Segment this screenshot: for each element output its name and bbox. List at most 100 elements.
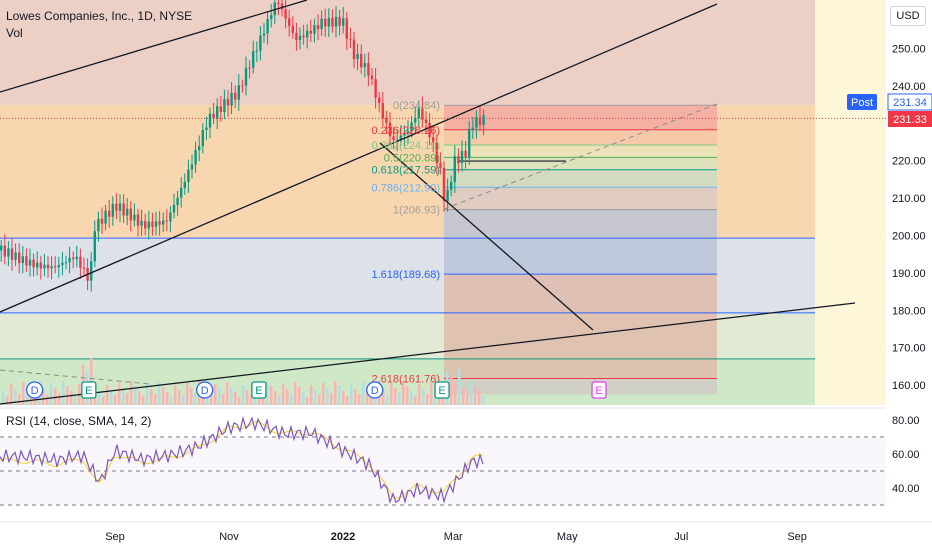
candle-body (482, 115, 485, 125)
candle-body (439, 163, 442, 168)
post-price-badge (887, 93, 932, 111)
candle-body (280, 3, 284, 10)
candle-body (147, 221, 150, 229)
candle-body (302, 35, 305, 38)
volume-label[interactable]: Vol (6, 26, 23, 40)
time-tick-label: Nov (219, 531, 239, 543)
candle-body (403, 133, 406, 136)
time-tick-label: Sep (787, 531, 807, 543)
candle-body (169, 212, 172, 222)
candle-body (342, 18, 345, 26)
candle-body (360, 53, 363, 68)
trend-lines[interactable] (0, 0, 856, 405)
volume-bar (142, 396, 145, 405)
candle-body (32, 259, 35, 268)
candle-body (424, 119, 428, 123)
rsi-tick-label: 60.00 (892, 449, 920, 461)
volume-bar (234, 392, 237, 405)
volume-bar (462, 388, 465, 405)
candle-body (457, 156, 460, 164)
currency-badge[interactable]: USD (890, 6, 926, 26)
candle-body (90, 261, 93, 281)
volume-bar (114, 395, 117, 405)
candle-body (198, 146, 201, 150)
fib-label-6: 1(206.93) (393, 205, 440, 217)
candle-body (471, 127, 474, 130)
volume-bar (310, 385, 313, 405)
time-tick-label: 2022 (331, 531, 355, 543)
candle-body (154, 221, 158, 227)
candle-body (126, 208, 129, 216)
volume-bar (54, 388, 57, 405)
price-tick-label: 160.00 (892, 380, 926, 392)
candle-body (172, 205, 176, 213)
candle-body (158, 221, 161, 225)
rsi-tick-label: 80.00 (892, 415, 920, 427)
volume-bar (358, 394, 361, 405)
volume-bar (278, 396, 281, 405)
candle-body (25, 256, 28, 266)
volume-bar (214, 384, 217, 405)
price-tick-label: 190.00 (892, 268, 926, 280)
candle-body (68, 257, 71, 263)
volume-bar (154, 394, 157, 405)
candle-body (345, 18, 348, 39)
trendline-long-support (0, 302, 856, 405)
earnings-icon-label: E (438, 385, 445, 397)
candle-body (136, 214, 140, 226)
candle-body (255, 50, 258, 52)
volume-bar (306, 397, 309, 405)
candle-body (36, 262, 39, 268)
time-axis[interactable]: Sep Nov 2022 Mar May Jul Sep (0, 521, 932, 550)
rsi-axis: 80.00 60.00 40.00 (886, 408, 932, 522)
volume-bar (70, 391, 73, 405)
volume-bar (290, 394, 293, 405)
candle-body (428, 122, 431, 138)
symbol-title[interactable]: Lowes Companies, Inc., 1D, NYSE (6, 9, 193, 23)
rsi-title[interactable]: RSI (14, close, SMA, 14, 2) (6, 414, 152, 428)
candle-body (118, 203, 122, 211)
volume-bar (334, 381, 337, 405)
earnings-icon (81, 381, 97, 399)
candle-body (230, 92, 233, 106)
volume-bar (322, 383, 325, 405)
candle-body (3, 245, 6, 257)
volume-bar (362, 382, 365, 405)
volume-bar (58, 393, 61, 405)
volume-bar (158, 382, 161, 405)
volume-bar (174, 385, 177, 405)
volume-bar (338, 386, 341, 405)
candle-body (435, 142, 438, 164)
candle-body (349, 38, 352, 40)
candle-body (28, 259, 32, 266)
volume-bar (266, 381, 269, 405)
candle-body (208, 113, 212, 128)
candle-body (306, 30, 309, 38)
volume-bar (30, 392, 33, 405)
candle-body (216, 106, 219, 119)
candle-body (291, 25, 294, 33)
volume-bar (246, 390, 249, 405)
candle-body (194, 149, 197, 165)
candle-body (39, 262, 42, 269)
candle-body (144, 220, 147, 229)
fib-level-labels: 0(234.84) 0.236(228.26) 0.382(224.19)0.5(2… (372, 100, 441, 385)
candle-body (295, 32, 298, 41)
earnings-icon-label: E (595, 385, 602, 397)
post-badge (847, 94, 877, 110)
candle-body (241, 85, 244, 87)
volume-bar (178, 390, 181, 405)
candle-body (370, 75, 374, 80)
volume-bar (102, 397, 105, 405)
candle-body (453, 156, 456, 182)
candle-body (122, 203, 125, 216)
candle-body (79, 256, 82, 268)
price-axis[interactable]: 250.00 240.00 220.00 210.00 200.00 190.00 180.… (847, 0, 932, 405)
candle-body (187, 169, 190, 182)
trendline-upper-channel (0, 0, 308, 93)
candle-body (100, 218, 104, 224)
volume-bar (118, 383, 121, 405)
fib-zone-6 (444, 209, 717, 275)
